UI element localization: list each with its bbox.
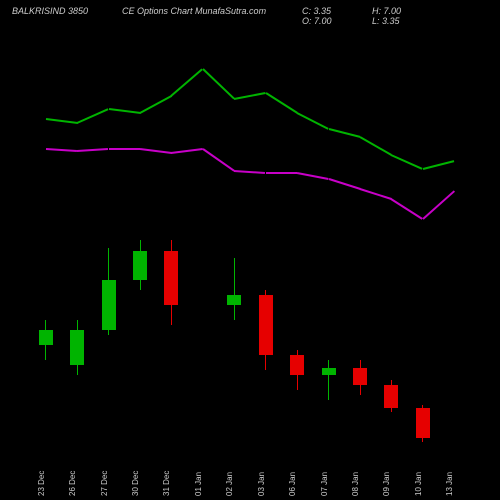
x-tick-label: 02 Jan <box>225 472 234 496</box>
line-segment <box>202 148 235 172</box>
close-value: C: 3.35 <box>302 6 372 16</box>
x-tick-label: 08 Jan <box>351 472 360 496</box>
low-value: L: 3.35 <box>372 16 442 26</box>
line-segment <box>297 112 329 130</box>
line-segment <box>266 172 297 174</box>
candle-body <box>290 355 304 375</box>
x-tick-label: 23 Dec <box>37 471 46 496</box>
candle-body <box>416 408 430 438</box>
line-segment <box>171 148 203 154</box>
line-segment <box>77 148 109 152</box>
line-segment <box>202 68 235 99</box>
x-tick-label: 30 Dec <box>131 471 140 496</box>
x-tick-label: 27 Dec <box>100 471 109 496</box>
x-tick-label: 31 Dec <box>162 471 171 496</box>
candle-body <box>322 368 336 375</box>
candle-body <box>164 251 178 305</box>
x-tick-label: 06 Jan <box>288 472 297 496</box>
x-tick-label: 07 Jan <box>320 472 329 496</box>
x-tick-label: 13 Jan <box>445 472 454 496</box>
line-segment <box>108 108 140 114</box>
candle-body <box>70 330 84 365</box>
candle-body <box>259 295 273 355</box>
line-segment <box>391 154 423 170</box>
open-value: O: 7.00 <box>302 16 372 26</box>
line-segment <box>328 178 360 190</box>
candle-wick <box>328 360 329 400</box>
candle-body <box>227 295 241 305</box>
x-tick-label: 09 Jan <box>382 472 391 496</box>
ticker-label: BALKRISIND 3850 <box>0 6 122 16</box>
line-segment <box>234 170 266 174</box>
candle-body <box>384 385 398 408</box>
high-value: H: 7.00 <box>372 6 442 16</box>
line-segment <box>360 188 392 200</box>
candle-body <box>102 280 116 330</box>
line-segment <box>360 136 392 156</box>
candle-body <box>39 330 53 345</box>
chart-header: BALKRISIND 3850 CE Options Chart MunafaS… <box>0 6 500 26</box>
candle-wick <box>234 258 235 320</box>
line-segment <box>234 92 266 100</box>
line-segment <box>109 148 140 150</box>
x-tick-label: 03 Jan <box>257 472 266 496</box>
x-axis: 23 Dec 26 Dec 27 Dec 30 Dec 31 Dec 01 Jan 02 J… <box>30 456 470 496</box>
line-segment <box>265 92 298 114</box>
line-segment <box>77 108 109 124</box>
line-segment <box>46 118 78 124</box>
line-segment <box>140 95 172 114</box>
line-segment <box>423 160 455 170</box>
x-tick-label: 10 Jan <box>414 472 423 496</box>
candle-body <box>353 368 367 385</box>
line-segment <box>391 198 424 220</box>
line-segment <box>140 148 172 154</box>
line-segment <box>46 148 78 152</box>
line-segment <box>328 128 360 138</box>
line-segment <box>297 172 329 180</box>
chart-title: CE Options Chart MunafaSutra.com <box>122 6 302 16</box>
x-tick-label: 01 Jan <box>194 472 203 496</box>
line-segment <box>422 190 455 219</box>
candle-body <box>133 251 147 280</box>
price-chart <box>30 30 470 450</box>
line-segment <box>171 68 204 97</box>
x-tick-label: 26 Dec <box>68 471 77 496</box>
